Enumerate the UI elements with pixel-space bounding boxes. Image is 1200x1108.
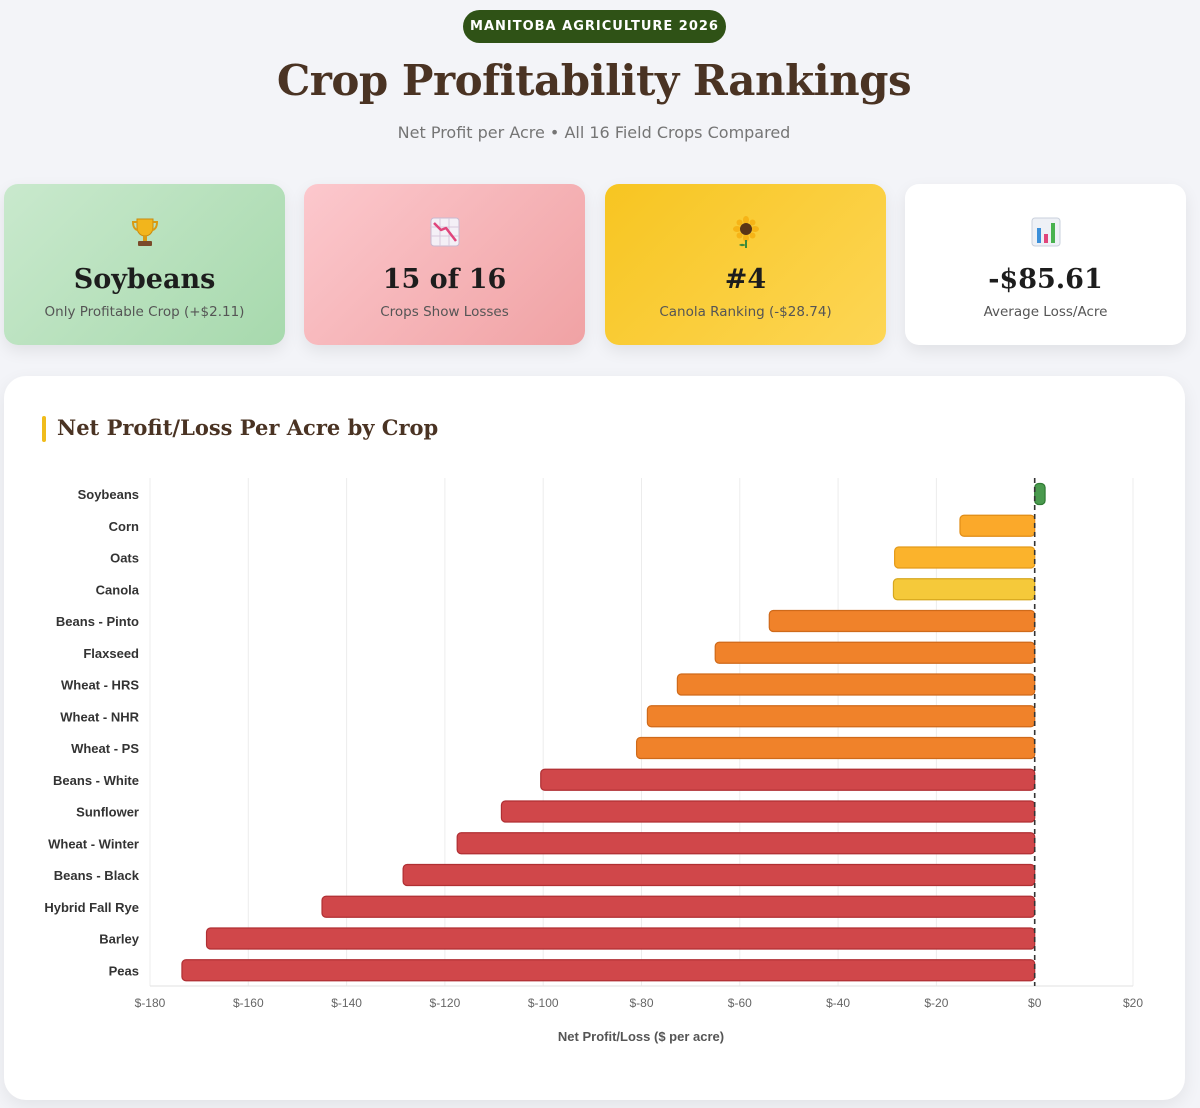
- bar-wheat-winter[interactable]: [456, 832, 1036, 855]
- bar-oats[interactable]: [894, 546, 1036, 569]
- trophy-icon: [4, 214, 285, 250]
- category-label: Soybeans: [78, 487, 139, 502]
- bar-wheat-hrs[interactable]: [676, 673, 1036, 696]
- stat-card-top-crop: Soybeans Only Profitable Crop (+$2.11): [4, 184, 285, 345]
- bar-corn[interactable]: [959, 514, 1036, 537]
- bar-peas[interactable]: [181, 959, 1036, 982]
- x-tick-label: $-40: [826, 996, 850, 1010]
- x-tick-label: $-20: [924, 996, 948, 1010]
- bar-hybrid-fall-rye[interactable]: [321, 895, 1036, 918]
- bar-beans-black[interactable]: [402, 863, 1036, 887]
- category-label: Beans - Black: [54, 868, 140, 883]
- x-tick-label: $-100: [528, 996, 559, 1010]
- top-crop-value: Soybeans: [73, 264, 216, 295]
- category-label: Barley: [99, 932, 140, 947]
- bars: [181, 482, 1046, 982]
- x-tick-label: $-120: [430, 996, 461, 1010]
- bar-beans-white[interactable]: [540, 768, 1036, 791]
- x-tick-label: $-60: [728, 996, 752, 1010]
- category-label: Flaxseed: [83, 646, 139, 661]
- category-label: Beans - Pinto: [56, 614, 139, 629]
- stat-card-average: -$85.61 Average Loss/Acre: [905, 184, 1186, 345]
- x-tick-label: $-140: [331, 996, 362, 1010]
- average-loss-value: -$85.61: [988, 264, 1103, 295]
- stat-card-canola: #4 Canola Ranking (-$28.74): [605, 184, 886, 345]
- top-crop-label: Only Profitable Crop (+$2.11): [44, 304, 245, 320]
- bar-soybeans[interactable]: [1034, 482, 1046, 506]
- bar-flaxseed[interactable]: [714, 641, 1036, 664]
- x-tick-label: $-160: [233, 996, 264, 1010]
- chart-title: Net Profit/Loss Per Acre by Crop: [57, 415, 439, 440]
- bar-canola[interactable]: [892, 578, 1036, 601]
- losses-label: Crops Show Losses: [380, 304, 509, 320]
- canola-rank-value: #4: [724, 264, 767, 295]
- bar-chart-icon: [905, 214, 1186, 250]
- x-tick-labels: $-180 $-160 $-140 $-120 $-100 $-80 $-60 $-40 $-2…: [135, 996, 1144, 1010]
- category-label: Sunflower: [76, 805, 139, 820]
- chart-decreasing-icon: [304, 214, 585, 250]
- average-loss-label: Average Loss/Acre: [983, 304, 1108, 320]
- chart-title-accent: [42, 416, 46, 442]
- category-label: Beans - White: [53, 773, 139, 788]
- bar-wheat-nhr[interactable]: [646, 705, 1036, 728]
- bar-beans-pinto[interactable]: [768, 609, 1036, 633]
- category-label: Peas: [109, 963, 139, 978]
- category-label: Wheat - Winter: [48, 836, 139, 851]
- page-subtitle: Net Profit per Acre • All 16 Field Crops…: [397, 123, 791, 142]
- bar-barley[interactable]: [205, 927, 1036, 950]
- category-label: Wheat - NHR: [60, 709, 139, 724]
- bar-sunflower[interactable]: [500, 800, 1036, 823]
- x-axis-title: Net Profit/Loss ($ per acre): [558, 1029, 724, 1044]
- category-label: Wheat - HRS: [61, 678, 139, 693]
- bar-wheat-ps[interactable]: [635, 736, 1036, 760]
- x-tick-label: $-180: [135, 996, 166, 1010]
- category-label: Hybrid Fall Rye: [44, 900, 139, 915]
- category-label: Canola: [96, 582, 140, 597]
- category-label: Corn: [109, 519, 139, 534]
- category-label: Oats: [110, 551, 139, 566]
- stat-card-losses: 15 of 16 Crops Show Losses: [304, 184, 585, 345]
- region-badge: MANITOBA AGRICULTURE 2026: [463, 10, 726, 43]
- category-label: Wheat - PS: [71, 741, 139, 756]
- canola-rank-label: Canola Ranking (-$28.74): [659, 304, 832, 320]
- category-labels: Soybeans Corn Oats Canola Beans - Pinto Flaxs…: [44, 487, 139, 978]
- page-title: Crop Profitability Rankings: [276, 56, 912, 105]
- x-tick-label: $-80: [629, 996, 653, 1010]
- sunflower-icon: [605, 214, 886, 250]
- x-tick-label: $20: [1123, 996, 1143, 1010]
- losses-value: 15 of 16: [382, 264, 507, 295]
- x-tick-label: $0: [1028, 996, 1042, 1010]
